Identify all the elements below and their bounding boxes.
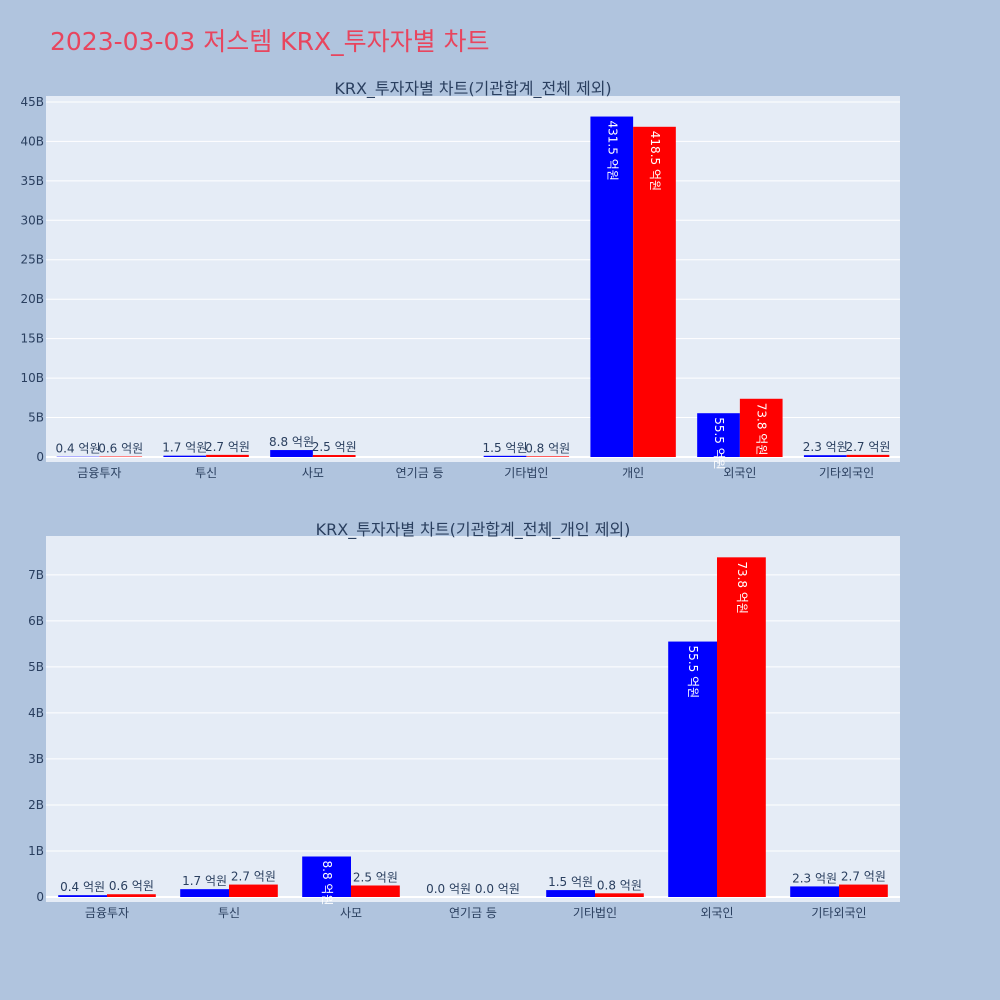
y-tick-label: 3B [28, 752, 44, 766]
bar [717, 557, 766, 897]
bar [229, 884, 278, 897]
data-label: 0.6 억원 [109, 879, 154, 893]
bar [697, 413, 740, 457]
x-tick-label: 금융투자 [85, 906, 129, 920]
y-tick-label: 0 [36, 450, 44, 464]
data-label: 2.3 억원 [792, 871, 837, 885]
bar [595, 893, 644, 897]
bar [546, 890, 595, 897]
y-tick-label: 25B [20, 253, 44, 267]
bar [846, 454, 890, 457]
x-tick-label: 기타법인 [504, 466, 548, 480]
x-tick-label: 외국인 [723, 466, 756, 480]
data-label: 2.7 억원 [231, 870, 276, 884]
bar [803, 455, 847, 457]
y-tick-label: 6B [28, 614, 44, 628]
data-label: 1.5 억원 [548, 875, 593, 889]
y-tick-label: 4B [28, 706, 44, 720]
x-tick-label: 사모 [302, 466, 324, 480]
data-label: 2.7 억원 [205, 440, 250, 454]
x-tick-label: 개인 [622, 466, 644, 480]
bar [790, 886, 839, 897]
data-label: 0.8 억원 [525, 441, 570, 455]
data-label: 8.8 억원 [269, 435, 314, 449]
x-tick-label: 외국인 [700, 906, 733, 920]
x-tick-label: 기타외국인 [811, 906, 866, 920]
data-label: 0.4 억원 [60, 880, 105, 894]
bar [739, 398, 783, 457]
bar [483, 455, 527, 457]
y-tick-label: 20B [20, 292, 44, 306]
data-label: 55.5 억원 [686, 646, 700, 699]
x-tick-label: 연기금 등 [396, 466, 444, 480]
chart-title: KRX_투자자별 차트(기관합계_전체 제외) [334, 79, 611, 99]
x-tick-label: 사모 [340, 906, 362, 920]
bar [351, 885, 400, 897]
data-label: 0.6 억원 [98, 442, 143, 456]
bar [668, 641, 717, 897]
data-label: 0.0 억원 [475, 882, 520, 896]
data-label: 73.8 억원 [735, 561, 749, 614]
y-tick-label: 30B [20, 213, 44, 227]
x-tick-label: 연기금 등 [449, 906, 497, 920]
data-label: 0.4 억원 [56, 442, 101, 456]
data-label: 1.7 억원 [162, 441, 207, 455]
y-tick-label: 15B [20, 332, 44, 346]
x-tick-label: 투신 [218, 906, 240, 920]
y-tick-label: 7B [28, 568, 44, 582]
y-tick-label: 10B [20, 371, 44, 385]
data-label: 8.8 억원 [320, 860, 334, 905]
data-label: 0.8 억원 [597, 878, 642, 892]
y-tick-label: 35B [20, 174, 44, 188]
bar [312, 455, 356, 457]
chart-1: 0 5B 10B 15B 20B 25B 30B 35B 40B 45B KRX_투자자별 차트(기… [20, 79, 900, 480]
data-label: 55.5 억원 [712, 417, 726, 470]
data-label: 2.5 억원 [312, 440, 357, 454]
chart-title: KRX_투자자별 차트(기관합계_전체_개인 제외) [316, 520, 631, 540]
y-tick-label: 1B [28, 844, 44, 858]
y-tick-label: 2B [28, 798, 44, 812]
x-tick-label: 금융투자 [77, 466, 121, 480]
data-label: 1.7 억원 [182, 874, 227, 888]
data-label: 73.8 억원 [755, 403, 769, 456]
bar [58, 895, 107, 897]
bar [206, 454, 249, 457]
y-tick-label: 5B [28, 660, 44, 674]
bar [633, 126, 676, 458]
data-label: 431.5 억원 [605, 121, 619, 181]
chart-2: 0 1B 2B 3B 4B 5B 6B 7B KRX_투자자별 차트(기관합계_전체_개인 제외… [28, 520, 900, 920]
bar [526, 456, 570, 457]
data-label: 1.5 억원 [483, 441, 528, 455]
bar [270, 450, 313, 457]
y-tick-label: 0 [36, 890, 44, 904]
data-label: 2.7 억원 [841, 870, 886, 884]
y-tick-label: 45B [20, 95, 44, 109]
plot-area [46, 536, 900, 902]
bar [590, 116, 634, 458]
y-tick-label: 40B [20, 134, 44, 148]
x-tick-label: 투신 [195, 466, 217, 480]
data-label: 2.5 억원 [353, 870, 398, 884]
page-title: 2023-03-03 저스템 KRX_투자자별 차트 [50, 27, 490, 56]
bar [163, 455, 207, 457]
data-label: 0.0 억원 [426, 882, 471, 896]
bar [839, 884, 888, 897]
data-label: 2.7 억원 [845, 440, 890, 454]
bar [180, 889, 229, 897]
x-tick-label: 기타외국인 [819, 466, 874, 480]
data-label: 418.5 억원 [648, 131, 662, 191]
bar [302, 856, 351, 897]
y-tick-label: 5B [28, 411, 44, 425]
x-tick-label: 기타법인 [573, 906, 617, 920]
bar [107, 894, 156, 897]
data-label: 2.3 억원 [803, 440, 848, 454]
